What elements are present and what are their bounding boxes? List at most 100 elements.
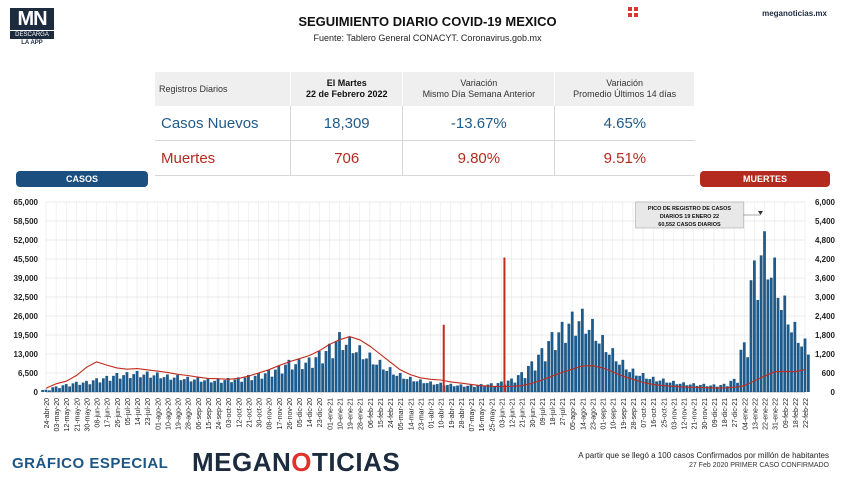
x-tick-label: 22-ene-22 [763,398,770,430]
casos-bar [135,370,139,392]
x-tick-label: 17-nov-20 [277,398,284,430]
casos-bar [169,379,173,392]
x-tick-label: 08-nov-20 [267,398,274,430]
x-tick-label: 12-nov-21 [682,398,689,430]
x-tick-label: 18-jul-21 [550,398,557,425]
casos-bar [270,376,274,392]
casos-bar [726,386,729,392]
x-tick-label: 16-may-21 [479,398,486,432]
footer-note-threshold: A partir que se llegó a 100 casos Confir… [578,451,829,460]
casos-bar [587,329,591,392]
casos-bar [176,375,179,392]
casos-bar [368,352,372,392]
casos-axis-pill: CASOS [16,171,148,187]
casos-bar [64,384,68,392]
casos-bar [68,386,71,392]
right-tick-label: 3,600 [815,274,836,283]
x-tick-label: 10-ene-21 [338,398,345,430]
casos-bar [365,358,368,392]
x-tick-label: 15-feb-21 [378,398,385,428]
x-tick-label: 03-nov-21 [671,398,678,430]
right-tick-label: 4,200 [815,255,836,264]
x-tick-label: 01-ene-21 [327,398,334,430]
casos-bar [776,297,780,392]
casos-bar [479,384,483,392]
casos-bar [51,387,55,392]
casos-bar [800,346,804,392]
stats-row-casos: Casos Nuevos 18,309 -13.67% 4.65% [155,106,695,141]
x-tick-label: 25-oct-21 [661,398,668,428]
casos-bar [88,384,92,392]
casos-bar [385,370,389,392]
x-tick-label: 10-ago-20 [165,398,172,430]
casos-bar [247,375,250,392]
casos-bar [412,381,416,392]
casos-bar [209,382,213,392]
x-tick-label: 19-sep-21 [621,398,628,430]
casos-bar [803,338,807,392]
x-tick-label: 03-oct-20 [226,398,233,428]
casos-bar [510,378,513,392]
casos-bar [560,321,564,392]
x-tick-label: 01-ago-20 [155,398,162,430]
casos-bar [607,354,611,392]
x-tick-label: 31-ene-22 [773,398,780,430]
casos-bar [321,363,324,392]
casos-bar [280,373,284,392]
right-tick-label: 6,000 [815,198,836,207]
site-url[interactable]: meganoticias.mx [762,9,827,18]
casos-bar [358,345,362,392]
casos-bar [250,380,254,392]
stats-value: 706 [290,140,404,176]
casos-bar [719,385,723,392]
casos-bar [101,378,105,392]
casos-bar [746,357,750,392]
casos-bar [334,341,338,392]
casos-bar [128,378,132,392]
casos-bar [459,384,463,392]
casos-bar [179,380,183,392]
casos-bar [240,381,244,392]
casos-bar [395,375,399,392]
casos-bar [432,384,436,392]
casos-bar [756,299,760,392]
x-tick-label: 06-sep-20 [196,398,203,430]
casos-bar [658,380,662,392]
logo-mark: MN [10,8,54,30]
casos-bar [324,351,328,392]
casos-bar [550,332,554,392]
x-tick-label: 26-nov-20 [287,398,294,430]
casos-bar [98,382,102,392]
casos-bar [378,359,382,392]
spike-mark [503,257,506,392]
x-tick-label: 24-abr-20 [44,398,51,428]
casos-bar [236,377,240,392]
stats-value: 18,309 [290,106,404,141]
stats-row-muertes: Muertes 706 9.80% 9.51% [155,140,695,176]
casos-bar [162,377,166,392]
x-tick-label: 12-jun-21 [510,398,517,428]
casos-bar [597,343,601,392]
footer-special-label: GRÁFICO ESPECIAL [12,455,169,472]
muertes-axis-pill: MUERTES [700,171,830,187]
x-tick-label: 30-nov-21 [702,398,709,430]
x-tick-label: 14-dic-20 [307,398,314,427]
casos-bar [476,385,480,392]
x-tick-label: 10-abr-21 [439,398,446,428]
casos-bar [435,384,439,392]
grid-icon [628,7,638,17]
stats-header-row: Registros Diarios El Martes 22 de Febrero… [155,72,695,106]
casos-bar [263,373,267,392]
app-logo[interactable]: MN DESCARGA LA APP [10,8,54,46]
x-tick-label: 06-feb-21 [368,398,375,428]
casos-bar [631,368,635,392]
x-tick-label: 09-feb-22 [783,398,790,428]
x-tick-label: 30-oct-20 [257,398,264,428]
casos-bar [354,352,358,392]
x-tick-label: 03-may-20 [54,398,61,432]
casos-bar [618,364,621,392]
left-tick-label: 26,000 [14,312,39,321]
casos-bar [645,378,648,392]
annotation-box [635,201,744,229]
casos-bar [392,374,395,392]
